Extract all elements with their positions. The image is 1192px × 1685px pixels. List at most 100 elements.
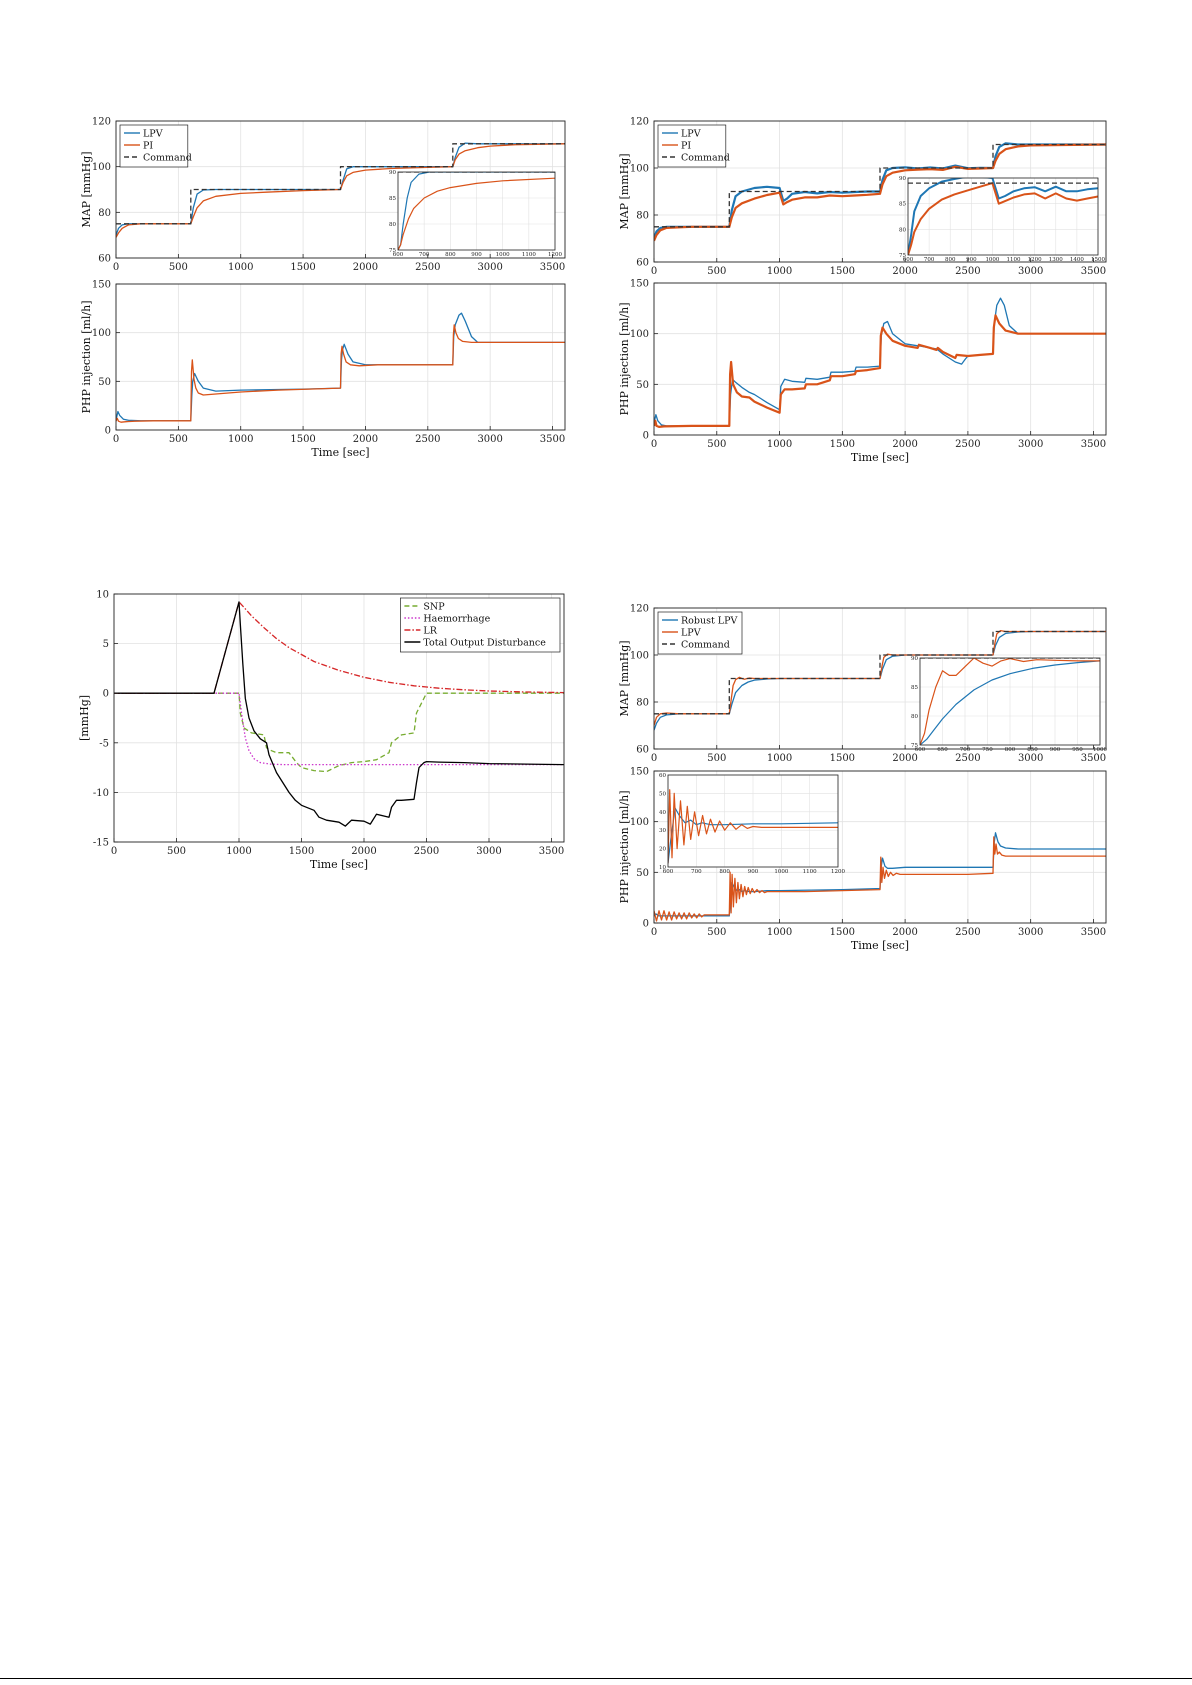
inset-y-tick-label: 75 (911, 743, 918, 749)
series-line-command (654, 143, 1106, 228)
inset-frame (667, 774, 839, 868)
x-tick-label: 2000 (351, 846, 376, 857)
series-line-haemorrhage (114, 692, 564, 766)
y-tick-label: 0 (643, 431, 649, 442)
x-tick-label: 3500 (1081, 439, 1106, 450)
x-tick-label: 0 (651, 927, 657, 938)
fig_a-map-panel: 0 500 1000 1500 2000 2500 3000 3500 60 80 100 120 MA… (80, 117, 566, 273)
inset-x-tick-label: 700 (691, 869, 702, 875)
x-tick-label: 3000 (1018, 927, 1043, 938)
y-tick-label: 10 (96, 590, 109, 601)
x-tick-label: 2500 (955, 266, 980, 277)
legend-entry: Command (681, 153, 730, 164)
inset-y-tick-label: 75 (899, 253, 906, 259)
inset-x-tick-label: 600 (915, 747, 926, 753)
x-tick-label: 3500 (1081, 753, 1106, 764)
y-tick-label: 80 (636, 211, 649, 222)
inset-x-tick-label: 1000 (985, 257, 999, 263)
x-tick-label: 2500 (955, 927, 980, 938)
x-tick-label: 500 (707, 439, 726, 450)
inset-x-tick-label: 1000 (774, 869, 788, 875)
x-tick-label: 2000 (353, 262, 378, 273)
inset-series-line-pi (398, 177, 555, 250)
inset-series-group (668, 789, 838, 864)
inset-frame (907, 177, 1099, 256)
x-tick-label: 2000 (892, 753, 917, 764)
x-tick-label: 2000 (353, 434, 378, 445)
y-tick-label: 0 (105, 426, 111, 437)
x-tick-label: 1000 (767, 753, 792, 764)
inset-x-tick-label: 1200 (1028, 257, 1042, 263)
x-tick-label: 0 (113, 262, 119, 273)
inset-y-tick-label: 90 (911, 656, 918, 662)
inset-y-tick-label: 40 (659, 810, 666, 816)
y-tick-label: 100 (92, 328, 111, 339)
inset-series-line-pi (908, 182, 1098, 255)
page-footer-rule (0, 1678, 1192, 1679)
y-tick-label: -5 (99, 738, 109, 749)
x-tick-label: 3500 (540, 434, 565, 445)
legend-entry: Command (143, 153, 192, 164)
inset-x-tick-label: 800 (1005, 747, 1016, 753)
x-tick-label: 1000 (767, 439, 792, 450)
axes-frame (115, 120, 566, 259)
legend-entry: PI (143, 141, 153, 152)
inset-x-tick-label: 950 (1072, 747, 1083, 753)
inset-y-tick-label: 80 (389, 222, 396, 228)
y-tick-label: 0 (643, 919, 649, 930)
inset-y-tick-label: 80 (911, 714, 918, 720)
x-tick-label: 1500 (290, 434, 315, 445)
x-tick-label: 500 (169, 434, 188, 445)
x-tick-label: 0 (113, 434, 119, 445)
inset-series-group (908, 178, 1098, 255)
x-tick-label: 0 (111, 846, 117, 857)
y-tick-label: 120 (92, 117, 111, 128)
x-tick-label: 500 (707, 266, 726, 277)
fig_b-php-panel: 0 500 1000 1500 2000 2500 3000 3500 0 50 100 150 PHP… (618, 279, 1107, 464)
series-line-command (654, 630, 1106, 715)
inset-plot: 600 700 800 900 1000 1100 1200 75 80 85 90 (389, 170, 562, 258)
x-axis-label: Time [sec] (851, 451, 909, 464)
legend-box (400, 597, 561, 653)
x-tick-label: 1500 (289, 846, 314, 857)
y-tick-label: 120 (630, 604, 649, 615)
inset-x-tick-label: 1500 (1091, 257, 1105, 263)
x-tick-label: 0 (651, 439, 657, 450)
legend-entry: LPV (681, 628, 701, 639)
series-group (654, 142, 1106, 242)
inset-x-tick-label: 800 (445, 252, 456, 258)
series-group (654, 297, 1106, 428)
inset-x-tick-label: 700 (924, 257, 935, 263)
x-tick-label: 2500 (414, 846, 439, 857)
legend-entry: LPV (681, 129, 701, 140)
inset-x-tick-label: 700 (960, 747, 971, 753)
y-tick-label: 50 (636, 868, 649, 879)
x-tick-label: 3000 (477, 434, 502, 445)
x-tick-label: 2500 (955, 753, 980, 764)
fig_a-php-panel: 0 500 1000 1500 2000 2500 3000 3500 0 50 100 150 PHP… (80, 280, 566, 459)
y-tick-label: 100 (630, 329, 649, 340)
x-tick-label: 1000 (767, 927, 792, 938)
legend-entry: PI (681, 141, 691, 152)
y-tick-label: 60 (98, 254, 111, 265)
series-line-lr (114, 601, 564, 694)
series-group (116, 142, 565, 238)
x-axis-label: Time [sec] (311, 446, 369, 459)
inset-plot: 600 650 700 750 800 850 900 950 1000 75 80 85 90 (911, 656, 1107, 753)
inset-area (908, 178, 1098, 255)
legend-entry: Haemorrhage (423, 614, 490, 625)
y-tick-label: 150 (92, 280, 111, 291)
y-tick-label: -15 (93, 838, 109, 849)
x-axis-label: Time [sec] (851, 939, 909, 952)
y-tick-label: 60 (636, 258, 649, 269)
y-tick-label: 150 (630, 279, 649, 290)
series-line-snp (114, 692, 564, 773)
y-tick-label: 100 (630, 651, 649, 662)
inset-x-tick-label: 600 (393, 252, 404, 258)
inset-x-tick-label: 1400 (1070, 257, 1084, 263)
inset-plot: 600 700 800 900 1000 1100 1200 1300 1400 1500 75 80… (899, 176, 1105, 263)
inset-x-tick-label: 1000 (1093, 747, 1107, 753)
x-tick-label: 3500 (1081, 927, 1106, 938)
y-axis-label: MAP [mmHg] (618, 640, 631, 716)
